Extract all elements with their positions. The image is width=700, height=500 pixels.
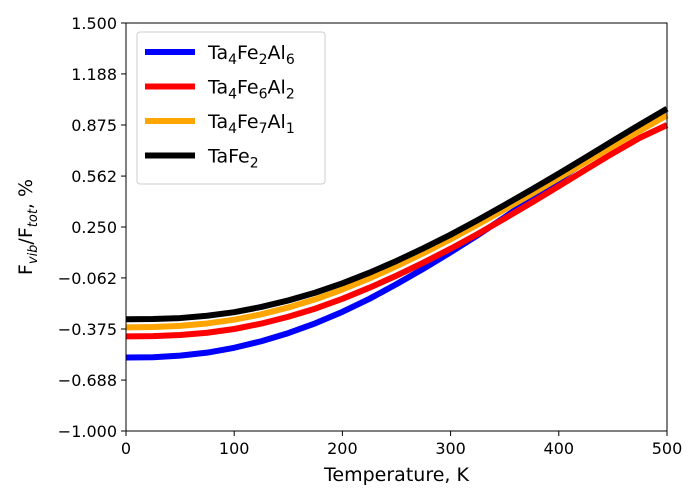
x-tick-label: 200: [327, 439, 358, 458]
legend-label-0: Ta4Fe2Al6: [207, 42, 295, 68]
series-line-2: [125, 112, 669, 331]
y-tick-label: 0.562: [71, 167, 117, 186]
y-tick-label: 0.875: [71, 116, 117, 135]
x-tick-label: 500: [652, 439, 683, 458]
y-axis-title-suffix: , %: [15, 179, 37, 209]
y-axis-title-base: F: [15, 264, 37, 275]
legend-box: [136, 31, 326, 185]
x-axis-title: Temperature, K: [323, 464, 469, 486]
y-axis-title-sub1: vib: [26, 245, 41, 265]
series-layer: [125, 106, 669, 361]
x-tick-label: 0: [121, 439, 131, 458]
y-tick-label: −1.000: [58, 422, 117, 441]
legend-label-1: Ta4Fe6Al2: [207, 77, 295, 103]
y-axis-title: Fvib/Ftot, %: [15, 179, 41, 275]
legend-label-3: TaFe2: [207, 146, 259, 172]
series-line-3: [125, 106, 669, 323]
y-tick-label: 1.500: [71, 14, 117, 33]
series-line-1: [125, 122, 669, 340]
y-axis-title-sub2: tot: [26, 208, 41, 227]
y-tick-label: 1.188: [71, 65, 117, 84]
ticks-layer: 0 100 200 300 400 500 −1.000 −0.688 −0.375 −0.062…: [58, 14, 682, 458]
x-tick-label: 300: [435, 439, 466, 458]
y-tick-label: 0.250: [71, 218, 117, 237]
y-tick-label: −0.688: [58, 371, 117, 390]
y-tick-label: −0.375: [58, 320, 117, 339]
x-tick-label: 400: [544, 439, 575, 458]
x-tick-label: 100: [219, 439, 250, 458]
legend-label-2: Ta4Fe7Al1: [207, 111, 295, 137]
legend: Ta4Fe2Al6 Ta4Fe6Al2 Ta4Fe7Al1 TaFe2: [136, 31, 326, 185]
y-axis-title-mid: /F: [15, 227, 37, 244]
y-tick-label: −0.062: [58, 269, 117, 288]
